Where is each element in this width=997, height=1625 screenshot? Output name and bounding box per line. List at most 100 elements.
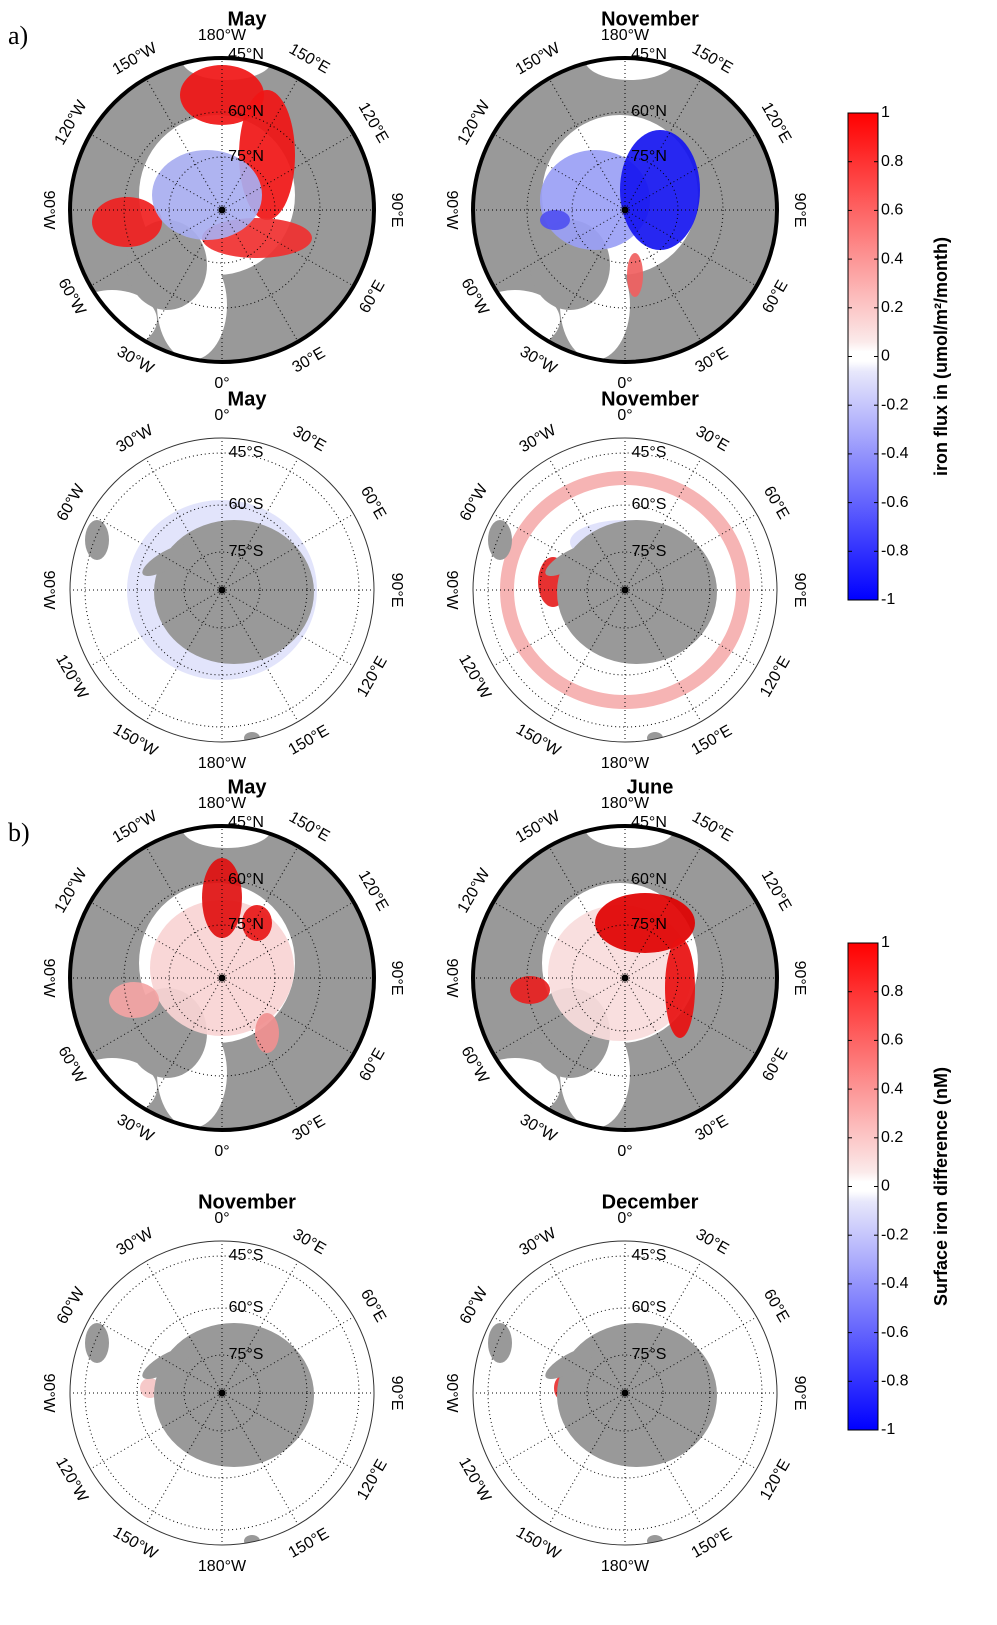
colorbar-tick-label: 0.4	[881, 250, 903, 267]
colorbar-tick-label: -0.2	[881, 396, 909, 413]
latitude-label: 45°N	[228, 814, 264, 831]
latitude-label: 75°S	[632, 543, 667, 560]
panel-label: a)	[8, 21, 28, 50]
longitude-label: 30°W	[114, 1111, 157, 1146]
graticule	[493, 133, 626, 211]
longitude-label: 30°W	[114, 1224, 157, 1259]
anomaly-patch	[92, 197, 162, 247]
latitude-label: 75°S	[632, 1346, 667, 1363]
longitude-label: 90°E	[791, 961, 808, 996]
graticule	[221, 977, 354, 1055]
graticule	[493, 977, 626, 1055]
graticule	[624, 1392, 702, 1525]
colorbar-tick-label: -0.4	[881, 1275, 909, 1292]
longitude-label: 180°W	[198, 795, 247, 812]
map-border	[472, 1240, 778, 1546]
anomaly-patch	[510, 976, 550, 1004]
longitude-label: 60°E	[356, 278, 388, 317]
longitude-label: 150°W	[110, 1524, 161, 1563]
longitude-label: 90°E	[388, 193, 405, 228]
graticule	[221, 589, 299, 722]
colorbar-label: Surface iron difference (nM)	[931, 1067, 951, 1306]
longitude-label: 60°W	[457, 1284, 492, 1327]
peninsula	[545, 1346, 595, 1380]
graticule	[90, 1316, 223, 1394]
colorbar-tick-label: 1	[881, 934, 890, 951]
longitude-label: 180°W	[198, 27, 247, 44]
longitude-label: 90°W	[40, 958, 57, 998]
longitude-label: 30°E	[290, 344, 329, 376]
latitude-label: 60°S	[229, 1299, 264, 1316]
longitude-label: 60°E	[759, 278, 791, 317]
graticule	[526, 111, 724, 309]
longitude-label: 0°	[617, 1143, 632, 1160]
longitude-label: 30°E	[693, 423, 732, 455]
longitude-label: 30°W	[517, 343, 560, 378]
graticule	[221, 78, 299, 211]
longitude-label: 120°W	[52, 1455, 91, 1506]
longitude-label: 0°	[617, 407, 632, 424]
south-america	[488, 520, 512, 560]
antarctica	[154, 1323, 314, 1467]
latitude-label: 60°N	[228, 871, 264, 888]
graticule	[624, 209, 757, 287]
longitude-label: 30°W	[517, 421, 560, 456]
pole	[621, 1389, 629, 1397]
latitude-label: 75°N	[228, 148, 264, 165]
longitude-label: 180°W	[198, 755, 247, 772]
anomaly-patch	[152, 150, 262, 240]
latitude-label: 45°S	[229, 444, 264, 461]
longitude-label: 60°E	[357, 1287, 389, 1326]
anomaly-patch	[627, 253, 643, 297]
latitude-label: 45°N	[228, 46, 264, 63]
longitude-label: 150°E	[286, 722, 332, 759]
longitude-label: 120°W	[455, 652, 494, 703]
longitude-label: 150°E	[689, 1525, 735, 1562]
graticule	[90, 1392, 223, 1470]
antarctica	[557, 520, 717, 664]
latitude-label: 75°S	[229, 543, 264, 560]
graticule	[548, 1261, 626, 1394]
graticule	[624, 78, 702, 211]
longitude-label: 60°E	[759, 1046, 791, 1085]
longitude-label: 90°W	[443, 1373, 460, 1413]
longitude-label: 0°	[617, 1210, 632, 1227]
longitude-label: 30°E	[290, 1226, 329, 1258]
map-border	[472, 437, 778, 743]
peninsula	[545, 543, 595, 577]
graticule	[548, 589, 626, 722]
graticule	[123, 879, 321, 1077]
latitude-label: 75°N	[631, 916, 667, 933]
graticule	[221, 901, 354, 979]
pole	[218, 206, 226, 214]
peninsula	[142, 543, 192, 577]
colorbar-tick-label: -0.6	[881, 1324, 909, 1341]
colorbar-tick-label: 0.2	[881, 299, 903, 316]
colorbar: 1 0.8 0.6 0.4 0.2 0 -0.2 -0.4 -0.6 -0.8 -1 iron flu…	[847, 104, 951, 608]
graticule	[548, 846, 626, 979]
graticule	[221, 1392, 354, 1470]
graticule	[221, 513, 354, 591]
graticule	[221, 458, 299, 591]
pole	[621, 974, 629, 982]
graticule	[624, 1316, 757, 1394]
graticule	[624, 589, 702, 722]
antarctica	[154, 520, 314, 664]
longitude-label: 180°W	[601, 755, 650, 772]
south-america	[85, 1323, 109, 1363]
latitude-label: 75°S	[229, 1346, 264, 1363]
longitude-label: 90°W	[443, 570, 460, 610]
latitude-label: 45°S	[632, 1247, 667, 1264]
longitude-label: 120°E	[355, 100, 392, 146]
panel-label: b)	[8, 818, 30, 847]
longitude-label: 120°E	[757, 654, 794, 700]
graticule	[624, 513, 757, 591]
graticule	[493, 901, 626, 979]
longitude-label: 60°E	[356, 1046, 388, 1085]
longitude-label: 90°W	[40, 1373, 57, 1413]
graticule	[221, 846, 299, 979]
latitude-label: 60°N	[631, 103, 667, 120]
map-title: June	[627, 776, 674, 798]
